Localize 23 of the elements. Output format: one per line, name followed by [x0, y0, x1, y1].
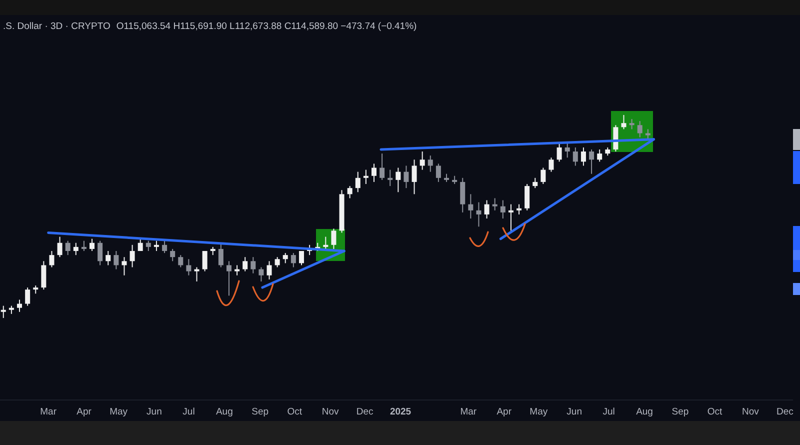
x-tick-label: 2025 [390, 406, 412, 418]
x-tick-label: Nov [742, 406, 760, 418]
x-tick-label: Mar [460, 406, 477, 418]
x-tick-label: Aug [216, 406, 233, 418]
x-tick-label: Jul [602, 406, 615, 418]
chart-title: .S. Dollar · 3D · CRYPTO [3, 21, 110, 32]
x-tick-label: Oct [287, 406, 302, 418]
x-tick-label: Apr [496, 406, 512, 418]
x-tick-label: Dec [356, 406, 374, 418]
x-tick-label: Jun [146, 406, 162, 418]
x-tick-label: Oct [707, 406, 722, 418]
x-tick-label: Jun [566, 406, 582, 418]
x-tick-label: Dec [776, 406, 794, 418]
x-tick-label: Aug [636, 406, 653, 418]
x-tick-label: Mar [40, 406, 57, 418]
x-tick-label: May [530, 406, 548, 418]
x-tick-label: Sep [252, 406, 269, 418]
chart-subtitle: O115,063.54 H115,691.90 L112,673.88 C114,589.80 −473.74 (−0.41%) [116, 21, 417, 32]
x-tick-label: May [110, 406, 128, 418]
x-tick-label: Nov [322, 406, 340, 418]
x-tick-label: Apr [76, 406, 92, 418]
x-tick-label: Sep [672, 406, 689, 418]
x-tick-label: Jul [182, 406, 195, 418]
